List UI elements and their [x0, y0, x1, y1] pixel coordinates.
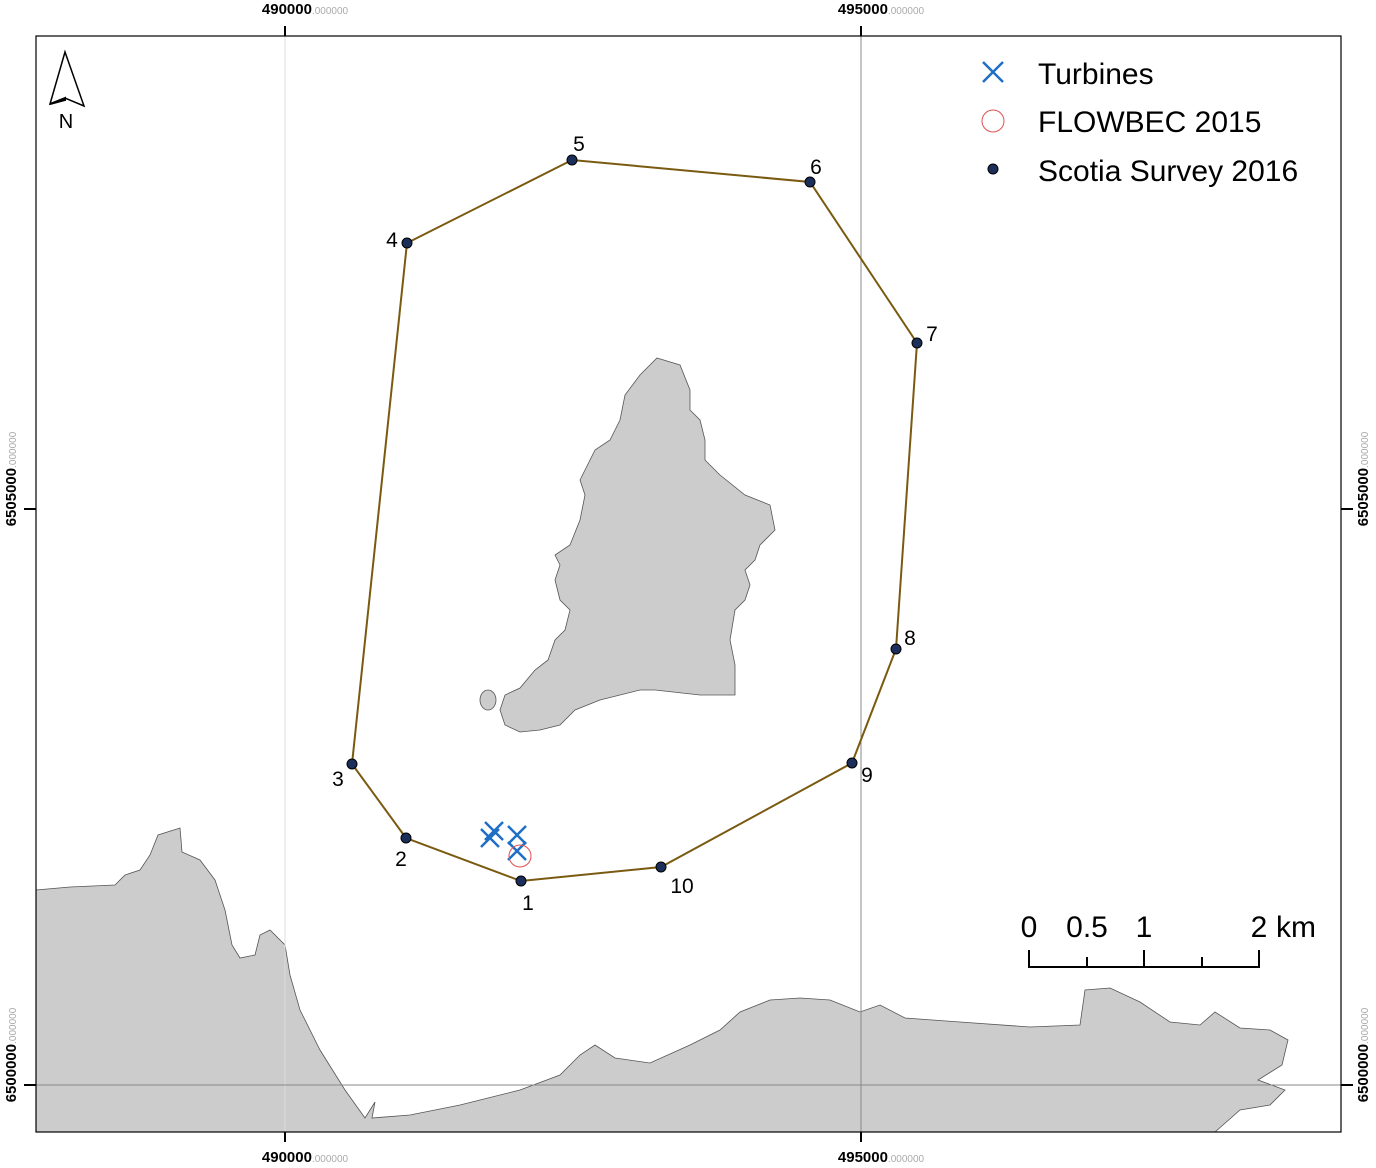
- grid-label: 6505000.000000: [1355, 431, 1372, 526]
- survey-point-label: 8: [904, 627, 916, 650]
- survey-points: 1 2 3 4 5 6 7 8 9 10: [332, 133, 938, 915]
- grid-label-suffix: .000000: [312, 6, 349, 17]
- map-frame: [35, 35, 1342, 1133]
- scale-label: 0: [1021, 911, 1038, 944]
- legend-flowbec-symbol: [981, 109, 1005, 133]
- legend-label: Turbines: [1038, 58, 1154, 91]
- legend-turbine-symbol: [982, 61, 1004, 83]
- grid-label: 6500000.000000: [1355, 1007, 1372, 1102]
- survey-point: [911, 337, 923, 349]
- scale-bar: [1028, 950, 1260, 968]
- grid-label-main: 6505000: [1355, 468, 1372, 526]
- survey-point: [890, 643, 902, 655]
- grid-label: 6505000.000000: [3, 431, 20, 526]
- grid-label: 490000.000000: [262, 1149, 349, 1166]
- grid-label: 490000.000000: [262, 1, 349, 18]
- grid-label-suffix: .000000: [888, 6, 925, 17]
- frame-ticks: [24, 26, 1353, 1142]
- survey-point-label: 5: [573, 133, 585, 156]
- survey-point: [655, 861, 667, 873]
- flowbec-site: [508, 844, 532, 868]
- survey-point: [346, 758, 358, 770]
- scale-label: 0.5: [1066, 911, 1108, 944]
- survey-point: [515, 875, 527, 887]
- survey-point: [804, 176, 816, 188]
- legend-label: FLOWBEC 2015: [1038, 106, 1261, 139]
- survey-point-label: 3: [332, 768, 344, 791]
- scale-label: 1: [1136, 911, 1153, 944]
- scale-unit: km: [1276, 911, 1316, 944]
- islet: [479, 689, 497, 711]
- grid-label-suffix: .000000: [8, 1007, 19, 1044]
- coastline: [35, 827, 1289, 1133]
- scale-label: 2: [1251, 911, 1268, 944]
- grid-label: 495000.000000: [838, 1149, 925, 1166]
- grid-labels: 490000.000000490000.000000495000.0000004…: [3, 1, 1372, 1166]
- grid-label-main: 6500000: [1355, 1044, 1372, 1102]
- survey-point-label: 7: [926, 323, 938, 346]
- survey-point: [846, 757, 858, 769]
- grid-label-suffix: .000000: [1360, 1007, 1371, 1044]
- grid-label-main: 6500000: [3, 1044, 20, 1102]
- grid-label-suffix: .000000: [888, 1154, 925, 1165]
- legend: Turbines FLOWBEC 2015 Scotia Survey 2016: [981, 58, 1298, 188]
- grid-label-main: 490000: [262, 1, 312, 18]
- north-arrow: N: [48, 49, 86, 133]
- north-arrow-fill: [49, 96, 66, 105]
- turbine: [484, 821, 504, 841]
- grid-label: 6500000.000000: [3, 1007, 20, 1102]
- grid-label: 495000.000000: [838, 1, 925, 18]
- grid-label-suffix: .000000: [312, 1154, 349, 1165]
- legend-label: Scotia Survey 2016: [1038, 155, 1298, 188]
- survey-point-label: 10: [670, 875, 693, 898]
- survey-point: [566, 154, 578, 166]
- turbines: [480, 821, 527, 861]
- island: [499, 357, 776, 733]
- grid-label-main: 6505000: [3, 468, 20, 526]
- survey-point-label: 6: [810, 156, 822, 179]
- survey-point: [401, 237, 413, 249]
- survey-point-label: 4: [386, 229, 398, 252]
- survey-point-label: 9: [861, 764, 873, 787]
- legend-survey-symbol: [987, 163, 999, 175]
- grid-label-suffix: .000000: [1360, 431, 1371, 468]
- turbine: [507, 825, 527, 845]
- grid-label-main: 495000: [838, 1149, 888, 1166]
- survey-point-label: 1: [522, 892, 534, 915]
- grid-label-main: 495000: [838, 1, 888, 18]
- survey-point-label: 2: [395, 848, 407, 871]
- grid-label-main: 490000: [262, 1149, 312, 1166]
- survey-point: [400, 832, 412, 844]
- north-label: N: [59, 111, 73, 133]
- grid-label-suffix: .000000: [8, 431, 19, 468]
